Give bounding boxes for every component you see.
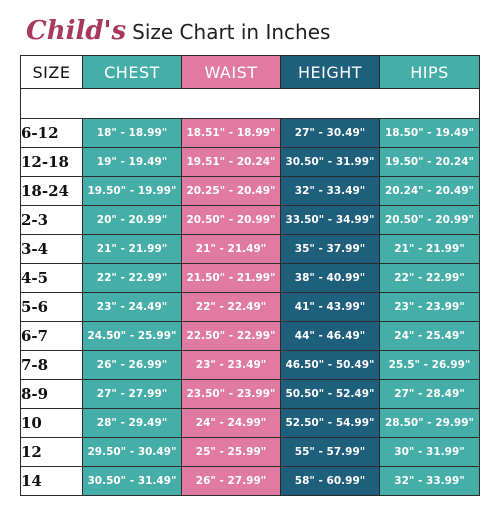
size-cell: 6-12 <box>20 118 83 148</box>
hips-cell: 27" - 28.49" <box>379 379 480 409</box>
header-waist: WAIST <box>181 55 281 89</box>
size-cell: 12-18 <box>20 147 83 177</box>
size-cell: 7-8 <box>20 350 83 380</box>
hips-cell: 25.5" - 26.99" <box>379 350 480 380</box>
waist-cell: 23.50" - 23.99" <box>181 379 281 409</box>
waist-cell: 25" - 25.99" <box>181 437 281 467</box>
header-size: SIZE <box>20 55 83 89</box>
waist-cell: 21.50" - 21.99" <box>181 263 281 293</box>
table-row: 7-8 26" - 26.99" 23" - 23.49" 46.50" - 50.4… <box>20 350 480 380</box>
size-cell: 8-9 <box>20 379 83 409</box>
height-cell: 55" - 57.99" <box>280 437 380 467</box>
hips-cell: 30" - 31.99" <box>379 437 480 467</box>
size-chart-table: SIZE CHEST WAIST HEIGHT HIPS 6-12 18" - 1… <box>20 55 480 496</box>
title-text: Size Chart in Inches <box>132 20 331 44</box>
height-cell: 38" - 40.99" <box>280 263 380 293</box>
header-chest: CHEST <box>82 55 182 89</box>
blank-row <box>20 88 480 119</box>
table-row: 2-3 20" - 20.99" 20.50" - 20.99" 33.50" - 3… <box>20 205 480 235</box>
hips-cell: 21" - 21.99" <box>379 234 480 264</box>
height-cell: 33.50" - 34.99" <box>280 205 380 235</box>
size-cell: 5-6 <box>20 292 83 322</box>
waist-cell: 21" - 21.49" <box>181 234 281 264</box>
chest-cell: 18" - 18.99" <box>82 118 182 148</box>
table-row: 14 30.50" - 31.49" 26" - 27.99" 58" - 60.99… <box>20 466 480 496</box>
header-height: HEIGHT <box>280 55 380 89</box>
hips-cell: 20.24" - 20.49" <box>379 176 480 206</box>
height-cell: 41" - 43.99" <box>280 292 380 322</box>
hips-cell: 19.50" - 20.24" <box>379 147 480 177</box>
height-cell: 30.50" - 31.99" <box>280 147 380 177</box>
table-row: 6-7 24.50" - 25.99" 22.50" - 22.99" 44" - 4… <box>20 321 480 351</box>
waist-cell: 20.25" - 20.49" <box>181 176 281 206</box>
chest-cell: 21" - 21.99" <box>82 234 182 264</box>
size-cell: 2-3 <box>20 205 83 235</box>
hips-cell: 28.50" - 29.99" <box>379 408 480 438</box>
table-row: 10 28" - 29.49" 24" - 24.99" 52.50" - 54.99… <box>20 408 480 438</box>
height-cell: 35" - 37.99" <box>280 234 380 264</box>
hips-cell: 23" - 23.99" <box>379 292 480 322</box>
hips-cell: 24" - 25.49" <box>379 321 480 351</box>
chest-cell: 29.50" - 30.49" <box>82 437 182 467</box>
waist-cell: 22.50" - 22.99" <box>181 321 281 351</box>
waist-cell: 19.51" - 20.24" <box>181 147 281 177</box>
size-cell: 12 <box>20 437 83 467</box>
table-row: 4-5 22" - 22.99" 21.50" - 21.99" 38" - 40.9… <box>20 263 480 293</box>
chest-cell: 24.50" - 25.99" <box>82 321 182 351</box>
height-cell: 44" - 46.49" <box>280 321 380 351</box>
title-script: Child's <box>26 16 127 46</box>
waist-cell: 23" - 23.49" <box>181 350 281 380</box>
waist-cell: 18.51" - 18.99" <box>181 118 281 148</box>
height-cell: 50.50" - 52.49" <box>280 379 380 409</box>
chest-cell: 20" - 20.99" <box>82 205 182 235</box>
chest-cell: 19" - 19.49" <box>82 147 182 177</box>
size-cell: 18-24 <box>20 176 83 206</box>
table-row: 18-24 19.50" - 19.99" 20.25" - 20.49" 32" -… <box>20 176 480 206</box>
page-title: Child's Size Chart in Inches <box>26 16 330 56</box>
size-cell: 6-7 <box>20 321 83 351</box>
chest-cell: 30.50" - 31.49" <box>82 466 182 496</box>
waist-cell: 22" - 22.49" <box>181 292 281 322</box>
height-cell: 58" - 60.99" <box>280 466 380 496</box>
hips-cell: 32" - 33.99" <box>379 466 480 496</box>
chest-cell: 19.50" - 19.99" <box>82 176 182 206</box>
table-row: 5-6 23" - 24.49" 22" - 22.49" 41" - 43.99" 2… <box>20 292 480 322</box>
table-row: 3-4 21" - 21.99" 21" - 21.49" 35" - 37.99" 2… <box>20 234 480 264</box>
chest-cell: 28" - 29.49" <box>82 408 182 438</box>
waist-cell: 24" - 24.99" <box>181 408 281 438</box>
waist-cell: 26" - 27.99" <box>181 466 281 496</box>
height-cell: 46.50" - 50.49" <box>280 350 380 380</box>
header-row: SIZE CHEST WAIST HEIGHT HIPS <box>20 55 480 89</box>
hips-cell: 18.50" - 19.49" <box>379 118 480 148</box>
table-row: 12-18 19" - 19.49" 19.51" - 20.24" 30.50" -… <box>20 147 480 177</box>
chest-cell: 27" - 27.99" <box>82 379 182 409</box>
height-cell: 27" - 30.49" <box>280 118 380 148</box>
size-cell: 14 <box>20 466 83 496</box>
table-row: 6-12 18" - 18.99" 18.51" - 18.99" 27" - 30.… <box>20 118 480 148</box>
height-cell: 52.50" - 54.99" <box>280 408 380 438</box>
blank-cell <box>20 88 480 119</box>
table-row: 8-9 27" - 27.99" 23.50" - 23.99" 50.50" - 5… <box>20 379 480 409</box>
height-cell: 32" - 33.49" <box>280 176 380 206</box>
header-hips: HIPS <box>379 55 480 89</box>
size-cell: 10 <box>20 408 83 438</box>
chest-cell: 26" - 26.99" <box>82 350 182 380</box>
size-cell: 3-4 <box>20 234 83 264</box>
waist-cell: 20.50" - 20.99" <box>181 205 281 235</box>
chest-cell: 22" - 22.99" <box>82 263 182 293</box>
chest-cell: 23" - 24.49" <box>82 292 182 322</box>
hips-cell: 22" - 22.99" <box>379 263 480 293</box>
size-cell: 4-5 <box>20 263 83 293</box>
table-row: 12 29.50" - 30.49" 25" - 25.99" 55" - 57.99… <box>20 437 480 467</box>
hips-cell: 20.50" - 20.99" <box>379 205 480 235</box>
